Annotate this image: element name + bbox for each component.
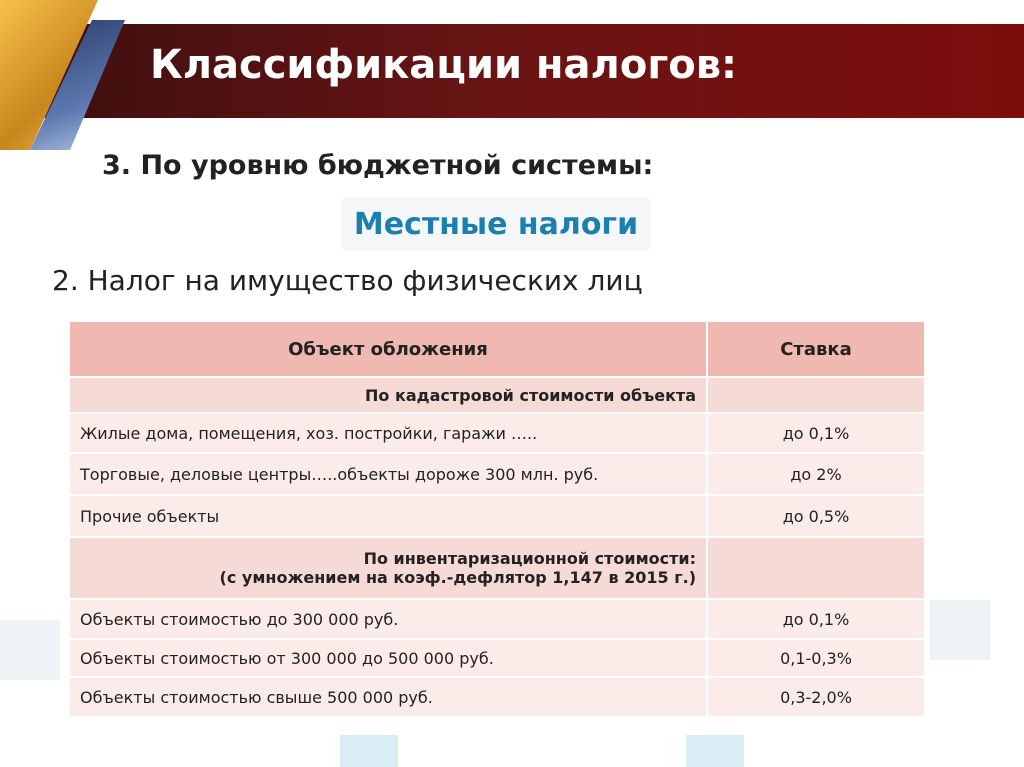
column-header: Объект обложения (68, 320, 708, 378)
decor (0, 620, 60, 680)
section-cell: По инвентаризационной стоимости: (с умнож… (68, 536, 708, 600)
rate-cell: до 0,1% (706, 598, 926, 640)
data-row: Объекты стоимостью от 300 000 до 500 000… (68, 638, 926, 678)
object-cell: Жилые дома, помещения, хоз. постройки, г… (68, 412, 708, 454)
section-line: (с умножением на коэф.-дефлятор 1,147 в … (219, 568, 696, 587)
rate-cell: до 2% (706, 452, 926, 496)
empty-cell (706, 376, 926, 414)
tax-table: Объект обложения Ставка По кадастровой с… (68, 320, 926, 718)
data-row: Объекты стоимостью до 300 000 руб. до 0,1… (68, 598, 926, 640)
heading: 2. Налог на имущество физических лиц (52, 264, 643, 297)
rate-cell: 0,1-0,3% (706, 638, 926, 678)
decor (686, 735, 744, 767)
section-line: По инвентаризационной стоимости: (363, 549, 696, 568)
header-bar (0, 24, 1024, 118)
data-row: Объекты стоимостью свыше 500 000 руб. 0,3… (68, 676, 926, 718)
column-header: Ставка (706, 320, 926, 378)
section-row: По инвентаризационной стоимости: (с умнож… (68, 536, 926, 600)
data-row: Жилые дома, помещения, хоз. постройки, г… (68, 412, 926, 454)
object-cell: Объекты стоимостью от 300 000 до 500 000… (68, 638, 708, 678)
object-cell: Торговые, деловые центры…..объекты дорож… (68, 452, 708, 496)
decor (930, 600, 990, 660)
section-row: По кадастровой стоимости объекта (68, 376, 926, 414)
section-line: По кадастровой стоимости объекта (365, 385, 696, 405)
object-cell: Объекты стоимостью до 300 000 руб. (68, 598, 708, 640)
rate-cell: 0,3-2,0% (706, 676, 926, 718)
section-cell: По кадастровой стоимости объекта (68, 376, 708, 414)
header-row: Объект обложения Ставка (68, 320, 926, 378)
data-row: Торговые, деловые центры…..объекты дорож… (68, 452, 926, 496)
table-body: По кадастровой стоимости объекта Жилые до… (68, 376, 926, 718)
empty-cell (706, 536, 926, 600)
label-box: Местные налоги (342, 198, 650, 250)
object-cell: Объекты стоимостью свыше 500 000 руб. (68, 676, 708, 718)
rate-cell: до 0,5% (706, 494, 926, 538)
object-cell: Прочие объекты (68, 494, 708, 538)
slide-title: Классификации налогов: (150, 42, 738, 88)
decor (340, 735, 398, 767)
subtitle: 3. По уровню бюджетной системы: (102, 150, 654, 181)
rate-cell: до 0,1% (706, 412, 926, 454)
data-row: Прочие объекты до 0,5% (68, 494, 926, 538)
